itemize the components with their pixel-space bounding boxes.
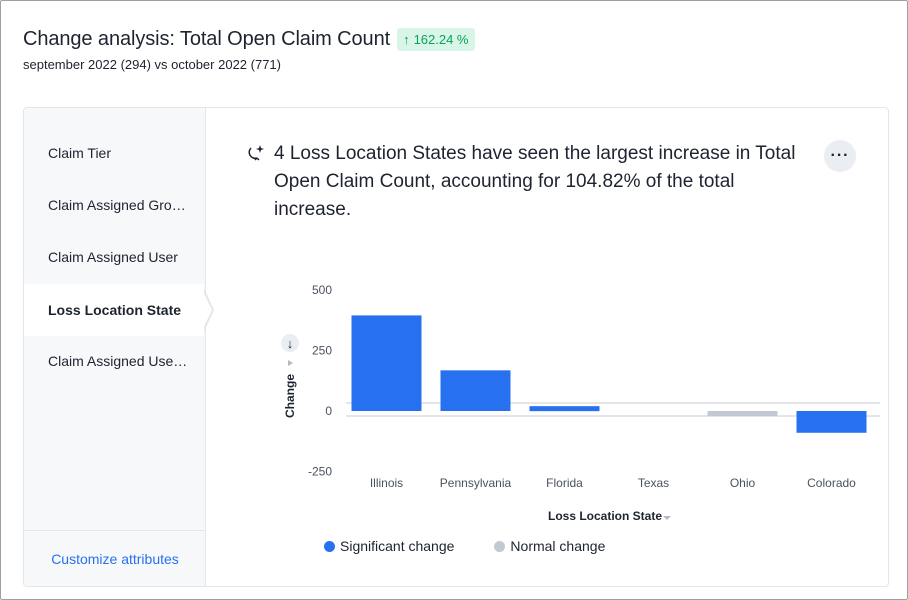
sort-icon — [281, 334, 299, 352]
comparison-subtitle: september 2022 (294) vs october 2022 (77… — [23, 57, 281, 72]
bar-ohio — [707, 411, 778, 416]
x-axis-label: Loss Location State — [548, 509, 662, 523]
page-title: Change analysis: Total Open Claim Count — [23, 28, 391, 50]
y-tick-label: -250 — [308, 465, 332, 479]
arrow-up-icon: ↑ — [403, 32, 410, 47]
change-bar-chart: 500 250 0 -250 ↓ Change Illinois Pennsylvania Fl… — [250, 268, 880, 568]
title-row: Change analysis: Total Open Claim Count … — [23, 28, 475, 51]
bar-pennsylvania — [440, 370, 511, 411]
legend-dot-normal — [494, 540, 506, 552]
x-tick-label: Florida — [546, 476, 583, 490]
y-tick-label: 500 — [312, 283, 332, 297]
sidebar-item-claim-tier[interactable]: Claim Tier — [24, 127, 206, 179]
sidebar-item-label: Loss Location State — [48, 302, 182, 318]
x-axis-caret-icon — [663, 516, 671, 520]
y-tick-label: 250 — [312, 344, 332, 358]
x-tick-label: Illinois — [370, 476, 403, 490]
y-axis-label: Change — [283, 374, 297, 418]
header: Change analysis: Total Open Claim Count … — [23, 28, 475, 72]
x-tick-label: Colorado — [807, 476, 856, 490]
sidebar-item-claim-assigned-user[interactable]: Claim Assigned User — [24, 231, 206, 283]
customize-attributes-link[interactable]: Customize attributes — [24, 530, 206, 586]
sidebar-item-label: Claim Assigned Use… — [48, 353, 188, 369]
legend-label: Normal change — [510, 538, 606, 554]
more-options-button[interactable]: ··· — [824, 140, 856, 172]
bar-colorado — [796, 411, 867, 433]
attribute-sidebar: Claim Tier Claim Assigned Gro… Claim Ass… — [24, 108, 206, 586]
change-badge: ↑ 162.24 % — [397, 28, 475, 51]
x-tick-label: Pennsylvania — [440, 476, 512, 490]
y-tick-label: 0 — [325, 404, 332, 418]
sidebar-item-label: Claim Tier — [48, 145, 112, 161]
sidebar-item-label: Claim Assigned Gro… — [48, 197, 186, 213]
change-badge-value: 162.24 % — [413, 32, 469, 47]
sidebar-item-claim-assigned-group[interactable]: Claim Assigned Gro… — [24, 179, 206, 231]
legend-label: Significant change — [340, 538, 455, 554]
insight-sparkle-icon — [248, 140, 274, 224]
sidebar-item-claim-assigned-user-2[interactable]: Claim Assigned Use… — [24, 335, 206, 387]
bar-illinois — [351, 315, 422, 411]
legend-item-normal[interactable]: Normal change — [494, 538, 605, 554]
sidebar-item-label: Claim Assigned User — [48, 249, 178, 265]
insight-text: 4 Loss Location States have seen the lar… — [274, 143, 796, 220]
chart-svg: 500 250 0 -250 ↓ Change Illinois Pennsylvania Fl… — [281, 283, 880, 523]
active-indicator — [200, 285, 212, 335]
x-tick-label: Texas — [638, 476, 669, 490]
legend-dot-significant — [324, 540, 335, 552]
sidebar-item-loss-location-state[interactable]: Loss Location State — [24, 284, 204, 336]
legend-item-significant[interactable]: Significant change — [324, 538, 454, 554]
bar-florida — [529, 406, 600, 412]
chart-legend: Significant change Normal change — [324, 538, 605, 554]
x-tick-label: Ohio — [730, 476, 756, 490]
arrow-down-icon: ↓ — [287, 336, 294, 351]
insight-summary: 4 Loss Location States have seen the lar… — [248, 140, 808, 224]
y-axis-caret-icon — [288, 360, 293, 366]
analysis-card: Claim Tier Claim Assigned Gro… Claim Ass… — [23, 107, 889, 587]
